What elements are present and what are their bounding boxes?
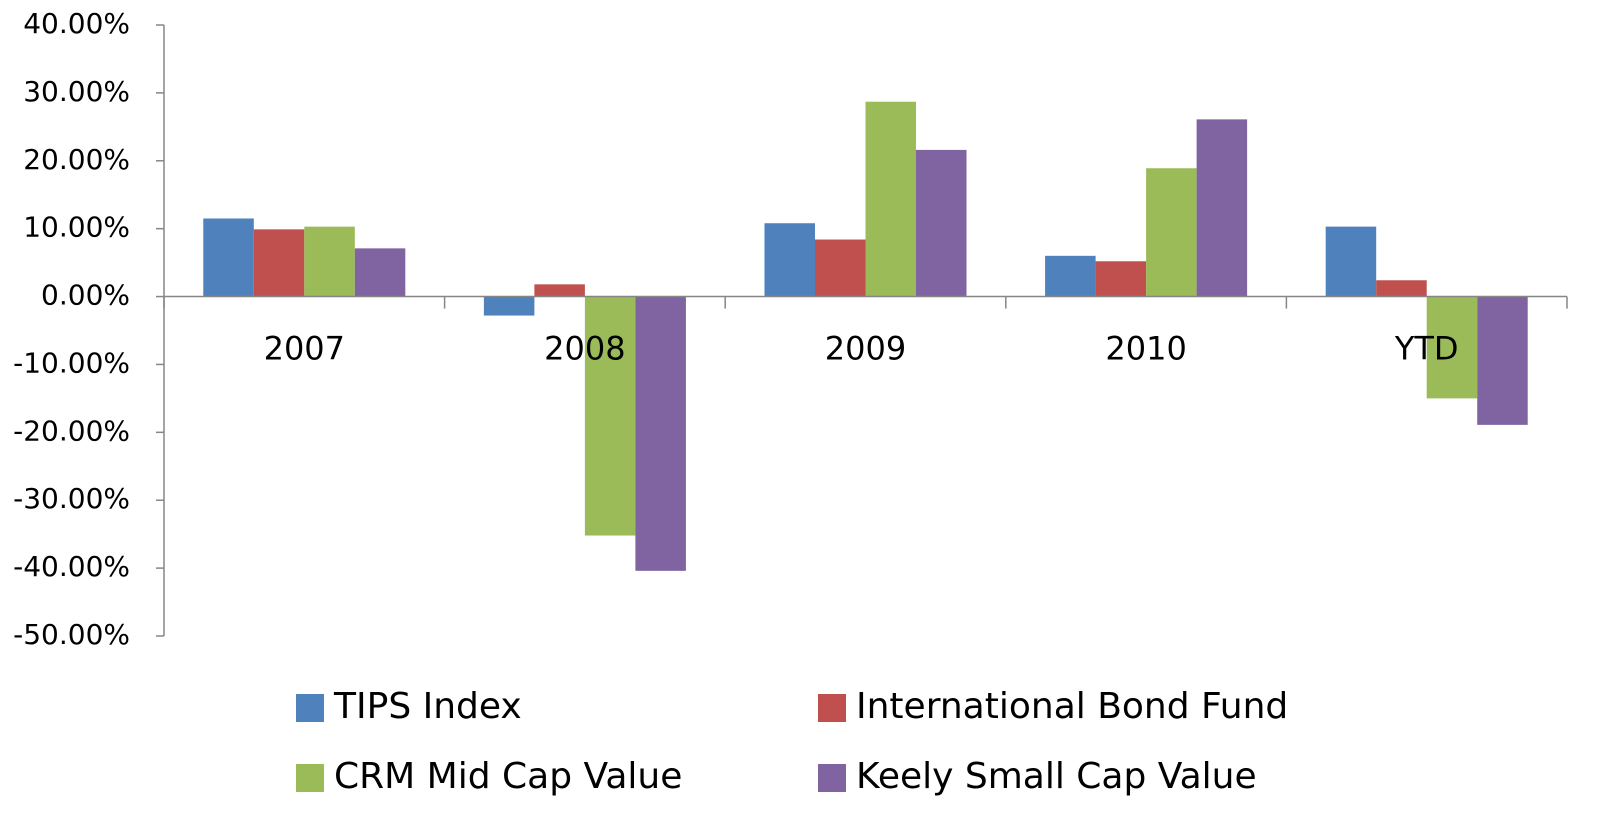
bar [253, 229, 305, 297]
bar [1146, 168, 1197, 297]
x-tick-label: 2008 [544, 330, 625, 368]
legend-swatch [296, 694, 324, 722]
legend-swatch [818, 764, 846, 792]
x-tick-label: 2007 [264, 330, 345, 368]
y-tick-label: -40.00% [13, 550, 130, 583]
y-tick-label: -30.00% [13, 482, 130, 515]
bar [764, 223, 815, 297]
y-tick-label: -20.00% [13, 414, 130, 447]
bar [1045, 255, 1096, 297]
y-tick-label: 0.00% [41, 279, 130, 312]
bar [483, 296, 535, 316]
bar [1426, 296, 1478, 399]
x-tick-label: 2010 [1105, 330, 1186, 368]
bar [814, 239, 866, 297]
x-tick-label: YTD [1394, 330, 1459, 368]
bar [1325, 226, 1377, 297]
legend-label: International Bond Fund [856, 686, 1288, 727]
y-tick-label: -10.00% [13, 346, 130, 379]
y-tick-label: 40.00% [23, 7, 130, 40]
legend-swatch [818, 694, 846, 722]
bar [534, 284, 585, 297]
bar [916, 149, 967, 297]
y-tick-label: -50.00% [13, 618, 130, 651]
bar [584, 296, 636, 536]
bar [304, 226, 355, 297]
legend-label: TIPS Index [333, 686, 522, 727]
bar [1477, 296, 1528, 425]
bar [1095, 261, 1147, 297]
bar [865, 101, 917, 297]
bar [1376, 280, 1427, 297]
x-tick-label: 2009 [825, 330, 906, 368]
bar [1196, 119, 1248, 297]
y-tick-label: 20.00% [23, 143, 130, 176]
legend-label: Keely Small Cap Value [856, 756, 1257, 797]
y-tick-label: 30.00% [23, 75, 130, 108]
legend-swatch [296, 764, 324, 792]
bar [354, 248, 406, 297]
bar [635, 296, 686, 571]
y-tick-label: 10.00% [23, 211, 130, 244]
legend-label: CRM Mid Cap Value [334, 756, 682, 797]
bar [203, 218, 254, 297]
